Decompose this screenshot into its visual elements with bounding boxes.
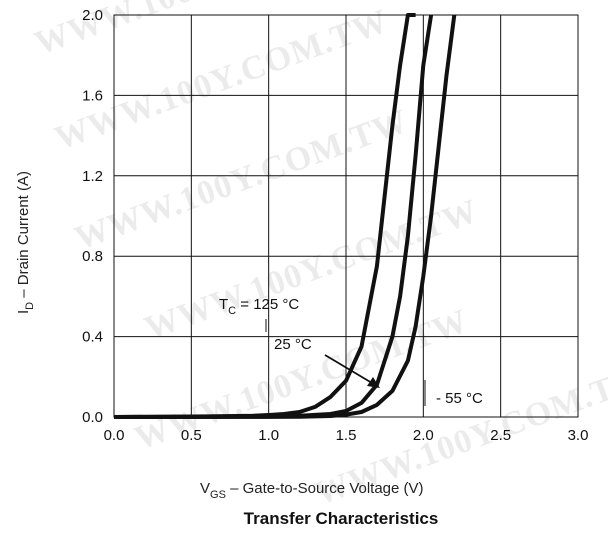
annotation-25c: 25 °C: [274, 336, 312, 353]
x-tick-label: 0.5: [181, 427, 202, 444]
annotation-25c-arrow-line: [324, 354, 373, 384]
y-tick-label: 0.8: [82, 248, 103, 265]
x-tick-label: 1.0: [258, 427, 279, 444]
plot-frame: [113, 14, 579, 418]
svg-text:25 °C: 25 °C: [274, 336, 312, 353]
x-tick-label: 2.5: [490, 427, 511, 444]
annotation-25c-arrowhead: [367, 377, 380, 388]
series-minus55c-line: [113, 14, 457, 419]
x-tick-label: 2.0: [413, 427, 434, 444]
y-tick-label: 1.2: [82, 168, 103, 185]
svg-text:TC = 125 °C: TC = 125 °C: [219, 296, 299, 317]
x-axis-label: VGS – Gate-to-Source Voltage (V): [200, 480, 424, 501]
x-tick-label: 0.0: [104, 427, 125, 444]
y-tick-label: 0.0: [82, 409, 103, 426]
chart-caption: Transfer Characteristics: [244, 509, 439, 528]
y-tick-label: 0.4: [82, 329, 103, 346]
x-tick-label: 3.0: [568, 427, 589, 444]
annotation-125c: TC = 125 °C: [219, 296, 299, 317]
y-tick-label: 2.0: [82, 7, 103, 24]
y-tick-labels: 0.0 0.4 0.8 1.2 1.6 2.0: [82, 7, 103, 426]
annotation-minus55c: - 55 °C: [424, 380, 483, 407]
x-tick-labels: 0.0 0.5 1.0 1.5 2.0 2.5 3.0: [104, 427, 589, 444]
svg-text:- 55 °C: - 55 °C: [436, 390, 483, 407]
x-tick-label: 1.5: [336, 427, 357, 444]
y-tick-label: 1.6: [82, 87, 103, 104]
y-axis-label: ID – Drain Current (A): [15, 171, 36, 314]
